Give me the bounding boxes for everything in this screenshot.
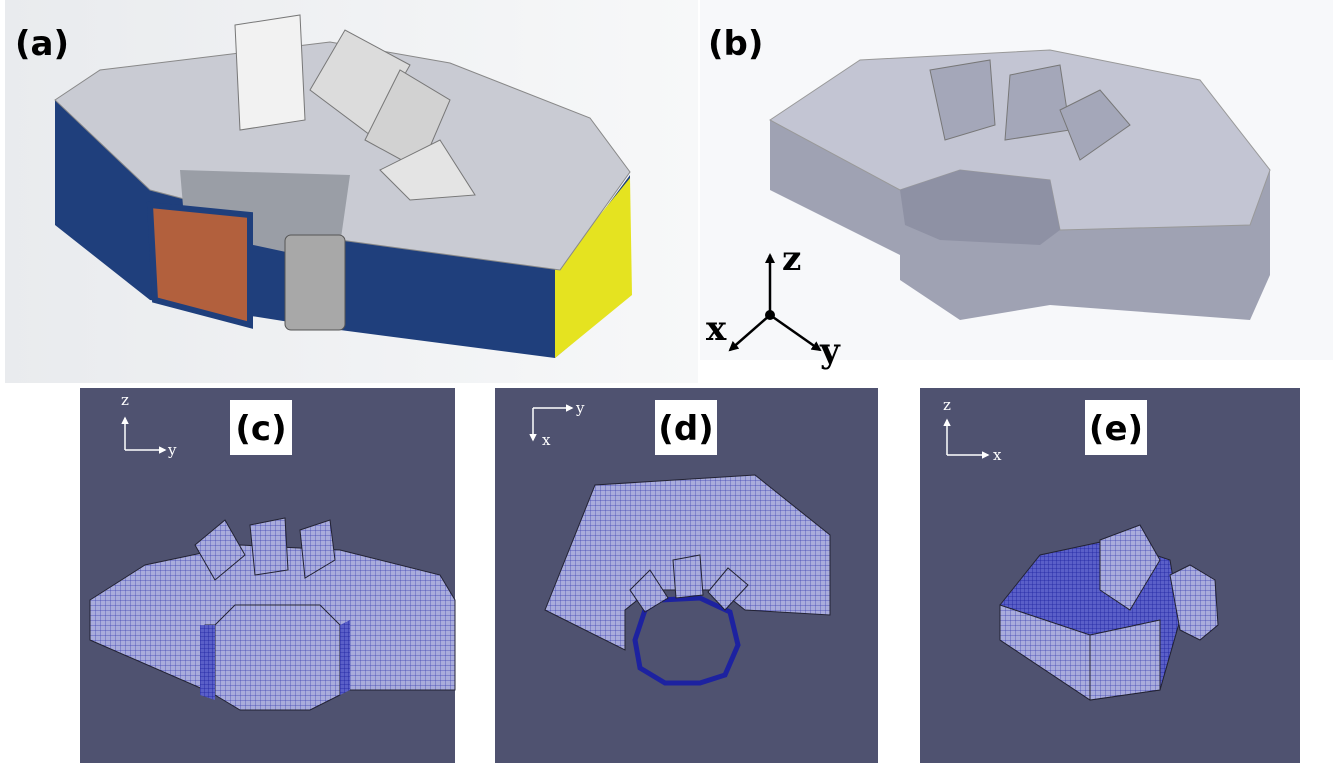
axis-label: y <box>575 399 585 417</box>
axis-label: z <box>943 396 951 414</box>
mesh-box <box>1099 524 1161 611</box>
box <box>1059 89 1131 161</box>
mesh-side <box>200 625 215 700</box>
side-panel <box>555 178 632 358</box>
panel-label: (a) <box>15 24 69 64</box>
panel-c: z y (c) <box>80 388 456 763</box>
mesh-ring <box>214 604 341 711</box>
axis-origin <box>765 310 775 320</box>
axis-label: x <box>542 431 551 449</box>
axis-label: x <box>706 309 727 349</box>
mesh-ring <box>1169 564 1219 641</box>
label-box <box>655 400 717 455</box>
mesh-box <box>672 554 704 599</box>
panel-b: z x y (b) <box>700 0 1333 371</box>
panel-label: (d) <box>658 409 713 449</box>
bracket <box>284 234 346 331</box>
axis-label: x <box>993 446 1002 464</box>
panel-label: (b) <box>708 24 763 64</box>
axis-arrow <box>769 313 822 352</box>
box <box>1004 64 1071 141</box>
box <box>929 59 996 141</box>
door <box>146 201 253 329</box>
mesh-box <box>299 519 336 579</box>
mesh-box <box>194 519 246 581</box>
axis-arrow <box>728 314 771 352</box>
panel-a: (a) <box>5 0 698 383</box>
panel-e: z x (e) <box>920 388 1300 763</box>
axis-label: y <box>167 441 177 459</box>
mesh-side <box>340 620 350 695</box>
box <box>234 14 306 131</box>
panel-label: (c) <box>235 409 286 449</box>
label-box <box>1085 400 1147 455</box>
axis-label: z <box>782 239 801 279</box>
axis-label: y <box>819 331 841 371</box>
box <box>379 139 476 201</box>
mesh-side <box>999 604 1091 701</box>
axis-label: z <box>121 391 129 409</box>
cutout <box>900 170 1060 245</box>
mesh-box <box>249 517 289 576</box>
mesh-ring <box>632 595 741 686</box>
panel-d: y x (d) <box>495 388 878 763</box>
panel-label: (e) <box>1089 409 1143 449</box>
mesh-box <box>707 567 749 611</box>
mesh-box <box>629 569 669 613</box>
label-box <box>230 400 292 455</box>
